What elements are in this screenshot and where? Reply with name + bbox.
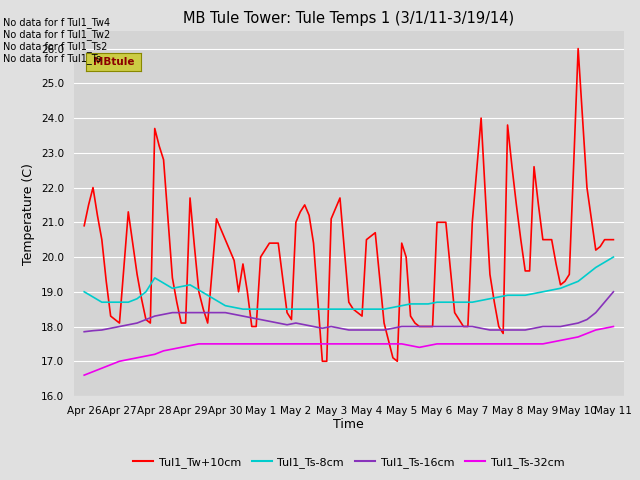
Tul1_Ts-16cm	[266, 318, 273, 324]
Tul1_Tw+10cm	[319, 359, 326, 364]
Tul1_Ts-8cm	[548, 287, 556, 293]
Tul1_Tw+10cm	[305, 213, 313, 218]
Tul1_Ts-32cm	[398, 341, 406, 347]
Text: No data for f Tul1_Ts2: No data for f Tul1_Ts2	[3, 41, 108, 52]
Tul1_Ts-16cm	[363, 327, 371, 333]
Tul1_Ts-8cm	[81, 289, 88, 295]
Tul1_Ts-16cm	[81, 329, 88, 335]
Tul1_Ts-8cm	[609, 254, 617, 260]
X-axis label: Time: Time	[333, 419, 364, 432]
Tul1_Tw+10cm	[415, 324, 423, 329]
Line: Tul1_Tw+10cm: Tul1_Tw+10cm	[84, 48, 613, 361]
Tul1_Ts-8cm	[186, 282, 194, 288]
Line: Tul1_Ts-32cm: Tul1_Ts-32cm	[84, 326, 613, 375]
Tul1_Ts-8cm	[204, 292, 211, 298]
Tul1_Tw+10cm	[204, 320, 211, 326]
Tul1_Ts-8cm	[275, 306, 282, 312]
Text: MBtule: MBtule	[93, 57, 134, 67]
Line: Tul1_Ts-8cm: Tul1_Ts-8cm	[84, 257, 613, 309]
Tul1_Tw+10cm	[133, 272, 141, 277]
Line: Tul1_Ts-16cm: Tul1_Ts-16cm	[84, 292, 613, 332]
Text: No data for f Tul1_Ts: No data for f Tul1_Ts	[3, 53, 101, 64]
Tul1_Ts-16cm	[398, 324, 406, 329]
Tul1_Tw+10cm	[81, 223, 88, 228]
Tul1_Tw+10cm	[583, 185, 591, 191]
Tul1_Ts-32cm	[363, 341, 371, 347]
Tul1_Ts-32cm	[266, 341, 273, 347]
Tul1_Ts-16cm	[204, 310, 211, 315]
Tul1_Ts-8cm	[371, 306, 379, 312]
Tul1_Tw+10cm	[609, 237, 617, 242]
Tul1_Ts-8cm	[406, 301, 414, 307]
Title: MB Tule Tower: Tule Temps 1 (3/1/11-3/19/14): MB Tule Tower: Tule Temps 1 (3/1/11-3/19…	[183, 11, 515, 26]
Text: No data for f Tul1_Tw2: No data for f Tul1_Tw2	[3, 29, 111, 40]
Tul1_Ts-32cm	[186, 343, 194, 348]
Tul1_Ts-8cm	[239, 306, 247, 312]
Tul1_Ts-32cm	[81, 372, 88, 378]
Tul1_Ts-16cm	[539, 324, 547, 329]
Tul1_Tw+10cm	[442, 219, 450, 225]
Tul1_Ts-16cm	[609, 289, 617, 295]
Tul1_Ts-32cm	[609, 324, 617, 329]
Tul1_Tw+10cm	[574, 46, 582, 51]
Legend: Tul1_Tw+10cm, Tul1_Ts-8cm, Tul1_Ts-16cm, Tul1_Ts-32cm: Tul1_Tw+10cm, Tul1_Ts-8cm, Tul1_Ts-16cm,…	[129, 453, 569, 472]
Text: No data for f Tul1_Tw4: No data for f Tul1_Tw4	[3, 17, 110, 28]
Tul1_Ts-32cm	[539, 341, 547, 347]
Tul1_Ts-32cm	[204, 341, 211, 347]
Y-axis label: Temperature (C): Temperature (C)	[22, 163, 35, 264]
Tul1_Ts-16cm	[186, 310, 194, 315]
